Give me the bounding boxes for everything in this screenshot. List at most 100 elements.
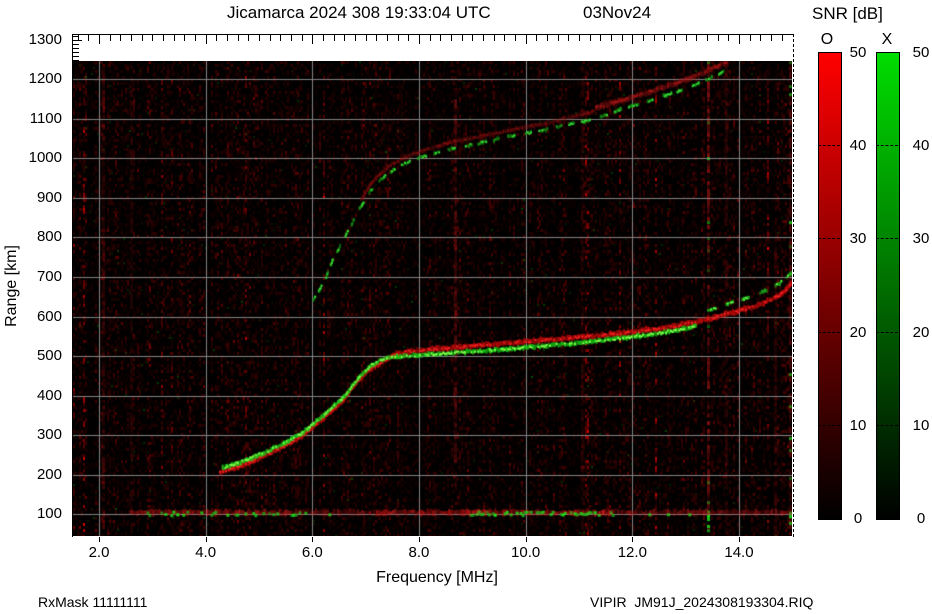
colorbar-tick-dash: [876, 238, 898, 239]
y-tick-label: 500: [36, 347, 62, 365]
colorbar-tick-dash: [818, 145, 840, 146]
x-bottom-tick: [312, 537, 314, 542]
x-bottom-tick: [419, 537, 420, 542]
plot-frame-top: [72, 34, 794, 35]
y-tick-label: 1000: [28, 149, 62, 167]
colorbar-tick-label: 0: [853, 510, 863, 527]
x-minor-tick: [141, 35, 143, 41]
footer-filename: VIPIR JM91J_2024308193304.RIQ: [590, 594, 814, 610]
x-minor-tick: [387, 35, 388, 41]
x-axis-title: Frequency [MHz]: [376, 569, 498, 586]
colorbar-o-gradient: [818, 52, 842, 520]
x-minor-tick: [376, 35, 378, 41]
colorbar-tick-dash: [876, 332, 898, 333]
colorbar-x-gradient: [876, 52, 900, 520]
x-minor-tick: [483, 35, 484, 41]
x-minor-tick: [365, 35, 367, 41]
plot-title: Jicamarca 2024 308 19:33:04 UTC: [227, 3, 491, 22]
y-minor-tick: [73, 35, 79, 37]
colorbar-tick-label: 30: [912, 230, 930, 247]
x-tick-label: 10.0: [511, 544, 541, 561]
y-minor-tick: [73, 47, 79, 49]
x-major-tick: [419, 35, 420, 44]
x-minor-tick: [547, 35, 548, 41]
x-minor-tick: [301, 35, 303, 41]
x-minor-tick: [579, 35, 580, 41]
colorbar-tick-dash: [818, 332, 840, 333]
x-minor-tick: [344, 35, 346, 41]
y-tick-label: 300: [36, 426, 62, 444]
x-minor-tick: [771, 35, 772, 41]
y-tick-label: 900: [36, 188, 62, 206]
plot-frame-left: [72, 34, 73, 537]
y-tick-label: 400: [36, 386, 62, 404]
x-minor-tick: [760, 35, 762, 41]
x-minor-tick: [461, 35, 463, 41]
x-minor-tick: [749, 35, 751, 41]
y-tick-label: 800: [36, 228, 62, 246]
x-minor-tick: [291, 35, 292, 41]
x-minor-tick: [131, 35, 132, 41]
x-minor-tick: [536, 35, 538, 41]
x-minor-tick: [355, 35, 356, 41]
x-minor-tick: [664, 35, 666, 41]
x-minor-tick: [184, 35, 186, 41]
x-minor-tick: [685, 35, 687, 41]
x-tick-label: 4.0: [195, 544, 217, 561]
colorbar-tick-dash: [876, 145, 898, 146]
y-minor-tick: [73, 43, 79, 45]
y-minor-tick: [73, 39, 82, 41]
x-minor-tick: [323, 35, 324, 41]
x-minor-tick: [109, 35, 111, 41]
colorbar-tick-label: 50: [912, 44, 930, 61]
y-tick-label: 700: [36, 268, 62, 286]
y-tick-label: 100: [36, 505, 62, 523]
y-minor-tick: [73, 55, 79, 57]
plot-frame-right-dashed: [793, 34, 794, 537]
x-minor-tick: [643, 35, 644, 41]
x-minor-tick: [515, 35, 516, 41]
x-minor-tick: [429, 35, 431, 41]
x-minor-tick: [333, 35, 335, 41]
x-minor-tick: [173, 35, 175, 41]
x-bottom-tick: [205, 537, 207, 542]
colorbar-title: SNR [dB]: [812, 4, 883, 23]
x-minor-tick: [152, 35, 154, 41]
colorbar-tick-label: 0: [916, 510, 926, 527]
x-minor-tick: [248, 35, 250, 41]
x-minor-tick: [707, 35, 708, 41]
y-tick-label: 1300: [28, 30, 62, 48]
colorbar-x-label: X: [881, 31, 893, 48]
x-minor-tick: [557, 35, 559, 41]
x-minor-tick: [237, 35, 239, 41]
x-minor-tick: [163, 35, 164, 41]
footer-rxmask: RxMask 11111111: [38, 594, 148, 610]
x-minor-tick: [493, 35, 495, 41]
colorbar-tick-label: 10: [849, 417, 867, 434]
y-minor-tick: [73, 59, 79, 61]
x-bottom-tick: [739, 537, 740, 542]
x-minor-tick: [717, 35, 719, 41]
x-tick-label: 8.0: [408, 544, 430, 561]
colorbar-tick-label: 20: [912, 324, 930, 341]
y-tick-label: 1100: [29, 109, 62, 127]
x-minor-tick: [195, 35, 196, 41]
x-minor-tick: [696, 35, 698, 41]
colorbar-tick-label: 20: [849, 324, 867, 341]
colorbar-tick-label: 30: [849, 230, 867, 247]
x-bottom-tick: [99, 537, 100, 542]
x-minor-tick: [653, 35, 655, 41]
x-major-tick: [525, 35, 527, 44]
x-minor-tick: [397, 35, 399, 41]
x-minor-tick: [781, 35, 783, 41]
colorbar-tick-label: 40: [849, 137, 867, 154]
x-minor-tick: [227, 35, 228, 41]
x-minor-tick: [408, 35, 410, 41]
x-major-tick: [99, 35, 100, 44]
x-minor-tick: [451, 35, 452, 41]
x-minor-tick: [675, 35, 676, 41]
x-tick-label: 2.0: [88, 544, 110, 561]
x-minor-tick: [504, 35, 506, 41]
y-tick-label: 600: [36, 307, 62, 325]
